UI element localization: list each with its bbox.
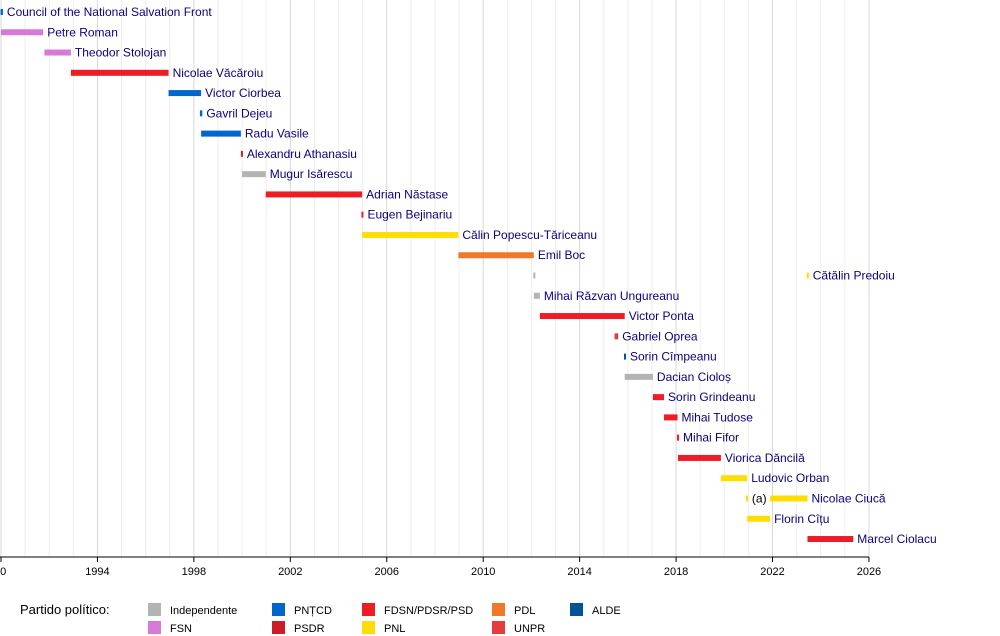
legend-label: PNL (384, 623, 405, 635)
bar-psd (539, 313, 625, 320)
row-label[interactable]: Viorica Dăncilă (725, 451, 805, 465)
legend-label: Independente (170, 605, 237, 617)
bar-pnl (720, 475, 748, 482)
bar-pntcd (0, 9, 3, 15)
legend-swatch-pnl (362, 621, 375, 634)
x-tick-label: 2010 (471, 566, 495, 578)
legend-swatch-alde (570, 603, 583, 616)
bar-pnl (747, 515, 771, 522)
legend-title: Partido político: (20, 602, 110, 617)
row-label[interactable]: Călin Popescu-Tăriceanu (462, 228, 597, 242)
bar-psdr (240, 150, 243, 157)
row-label[interactable]: Alexandru Athanasiu (247, 147, 357, 161)
row-label[interactable]: Sorin Cîmpeanu (630, 350, 717, 364)
bar-psd (807, 536, 854, 543)
row-label[interactable]: Petre Roman (47, 25, 118, 39)
row-label[interactable]: Adrian Năstase (366, 187, 448, 201)
row-label[interactable]: Cătălin Predoiu (813, 269, 895, 283)
bar-ind (533, 292, 540, 299)
bar-pntcd (199, 110, 203, 117)
row-label[interactable]: Radu Vasile (245, 127, 309, 141)
bar-pdl (458, 252, 534, 259)
bar-psd (70, 69, 169, 76)
bar-fsn (1, 29, 44, 36)
row-label[interactable]: Florin Cîțu (774, 512, 829, 526)
bar-pntcd (201, 130, 241, 137)
bar-ind (624, 373, 653, 380)
bar-ind (242, 171, 266, 178)
bar-alde (624, 353, 627, 360)
row-label[interactable]: Victor Ciorbea (205, 86, 281, 100)
x-tick-label: 90 (0, 566, 6, 578)
row-label[interactable]: Eugen Bejinariu (367, 208, 452, 222)
x-tick-label: 2006 (375, 566, 399, 578)
x-tick-label: 2018 (664, 566, 688, 578)
bar-pnl (362, 231, 459, 238)
row-label[interactable]: Theodor Stolojan (75, 46, 166, 60)
legend-swatch-psd (362, 603, 375, 616)
legend-swatch-ind (148, 603, 161, 616)
bar-pnl (745, 495, 748, 502)
bar-psd (265, 191, 363, 198)
x-tick-label: 1994 (85, 566, 109, 578)
bar-psd (678, 454, 721, 461)
bar-pntcd (168, 90, 202, 97)
row-label[interactable]: Gavril Dejeu (206, 106, 272, 120)
row-label[interactable]: Dacian Cioloș (657, 370, 731, 384)
legend-label: FDSN/PDSR/PSD (384, 605, 473, 617)
legend-swatch-pdl (492, 603, 505, 616)
row-label[interactable]: Marcel Ciolacu (857, 532, 936, 546)
bar-fsn (44, 49, 71, 56)
row-note: (a) (752, 491, 767, 505)
row-label[interactable]: Mihai Tudose (682, 410, 754, 424)
x-tick-label: 2002 (278, 566, 302, 578)
row-label[interactable]: Victor Ponta (629, 309, 694, 323)
legend-label: ALDE (592, 605, 621, 617)
bar-psd (652, 394, 665, 401)
row-label[interactable]: Mihai Fifor (683, 431, 739, 445)
x-tick-label: 1998 (182, 566, 206, 578)
legend-swatch-unpr (492, 621, 505, 634)
legend-swatch-psdr (272, 621, 285, 634)
legend-label: PNȚCD (294, 605, 332, 617)
legend-label: PDL (514, 605, 535, 617)
row-label[interactable]: Council of the National Salvation Front (7, 5, 212, 19)
row-label[interactable]: Ludovic Orban (751, 471, 829, 485)
bar-psd (361, 211, 364, 218)
row-label[interactable]: Gabriel Oprea (622, 329, 698, 343)
row-label[interactable]: Mihai Răzvan Ungureanu (544, 289, 679, 303)
bar-pnl (806, 272, 809, 279)
legend-swatch-fsn (148, 621, 161, 634)
bar-pnl (770, 495, 808, 502)
row-label[interactable]: Nicolae Văcăroiu (173, 66, 264, 80)
bar-ind (533, 272, 536, 279)
legend-label: PSDR (294, 623, 325, 635)
bar-psd (677, 434, 680, 441)
row-label[interactable]: Sorin Grindeanu (668, 390, 755, 404)
x-tick-label: 2026 (857, 566, 881, 578)
legend-label: FSN (170, 623, 192, 635)
row-label[interactable]: Nicolae Ciucă (811, 491, 885, 505)
bar-psd (664, 414, 678, 421)
legend-swatch-pntcd (272, 603, 285, 616)
x-tick-label: 2022 (760, 566, 784, 578)
legend-label: UNPR (514, 623, 545, 635)
row-label[interactable]: Mugur Isărescu (270, 167, 353, 181)
bar-unpr (614, 333, 619, 340)
row-label[interactable]: Emil Boc (538, 248, 585, 262)
x-tick-label: 2014 (567, 566, 591, 578)
